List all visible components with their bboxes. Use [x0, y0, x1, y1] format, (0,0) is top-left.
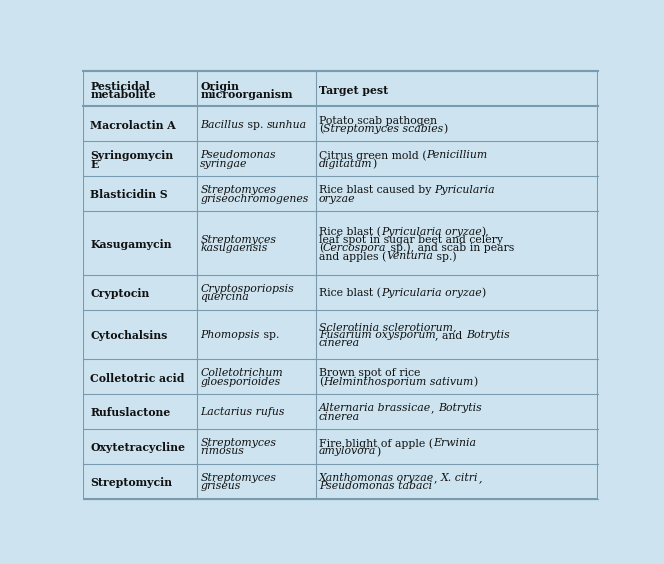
Text: Streptomycin: Streptomycin	[90, 477, 172, 488]
Text: sp.: sp.	[260, 331, 279, 340]
Text: Brown spot of rice: Brown spot of rice	[319, 368, 420, 378]
Text: Syringomycin: Syringomycin	[90, 151, 173, 161]
Text: ): )	[481, 288, 485, 298]
Text: X. citri: X. citri	[441, 473, 478, 483]
Text: rimosus: rimosus	[201, 447, 244, 456]
Text: Streptomyces: Streptomyces	[201, 438, 276, 448]
Text: Sclerotinia sclerotiorum,: Sclerotinia sclerotiorum,	[319, 322, 456, 332]
Text: Blasticidin S: Blasticidin S	[90, 190, 168, 200]
Text: Rice blast (: Rice blast (	[319, 227, 380, 237]
Text: sunhua: sunhua	[267, 120, 307, 130]
Text: Rufuslactone: Rufuslactone	[90, 407, 171, 418]
Text: ,: ,	[478, 473, 482, 483]
Text: griseus: griseus	[201, 482, 241, 491]
Text: Cytochalsins: Cytochalsins	[90, 331, 167, 341]
Text: quercina: quercina	[201, 292, 249, 302]
Text: ,: ,	[434, 473, 441, 483]
Text: ): )	[473, 377, 477, 387]
Text: syringae: syringae	[201, 158, 248, 169]
Text: oryzae: oryzae	[319, 193, 355, 204]
Text: Erwinia: Erwinia	[433, 438, 476, 448]
Text: Phomopsis: Phomopsis	[201, 331, 260, 340]
Text: Lactarius rufus: Lactarius rufus	[201, 407, 285, 417]
Text: gloesporioides: gloesporioides	[201, 377, 281, 386]
Text: ): )	[444, 124, 448, 134]
Text: Penicillium: Penicillium	[426, 151, 487, 161]
Text: Streptomyces: Streptomyces	[201, 186, 276, 196]
Text: Pesticidal: Pesticidal	[90, 81, 150, 91]
Text: sp.: sp.	[244, 120, 267, 130]
Text: amylovora: amylovora	[319, 447, 376, 456]
Text: Botrytis: Botrytis	[466, 331, 510, 340]
Text: Colletotrichum: Colletotrichum	[201, 368, 283, 378]
Text: (: (	[319, 243, 323, 253]
Text: , and: , and	[436, 331, 466, 340]
Text: sp.), and scab in pears: sp.), and scab in pears	[386, 243, 514, 253]
Text: Fire blight of apple (: Fire blight of apple (	[319, 438, 433, 449]
Text: Alternaria brassicae: Alternaria brassicae	[319, 403, 431, 413]
Text: Helminthosporium sativum: Helminthosporium sativum	[323, 377, 473, 386]
Text: Cercospora: Cercospora	[323, 243, 386, 253]
Text: ),: ),	[481, 227, 489, 237]
Text: digitatum: digitatum	[319, 158, 373, 169]
Text: sp.): sp.)	[433, 251, 457, 262]
Text: Colletotric acid: Colletotric acid	[90, 372, 185, 384]
Text: ): )	[373, 158, 376, 169]
Text: kasugaensis: kasugaensis	[201, 243, 268, 253]
Text: and apples (: and apples (	[319, 251, 386, 262]
Text: ): )	[376, 447, 380, 457]
Text: leaf spot in sugar beet and celery: leaf spot in sugar beet and celery	[319, 235, 503, 245]
Text: metabolite: metabolite	[90, 89, 156, 100]
Text: Bacillus: Bacillus	[201, 120, 244, 130]
Text: Potato scab pathogen: Potato scab pathogen	[319, 116, 437, 126]
Text: Cryptocin: Cryptocin	[90, 288, 149, 299]
Text: Rice blast (: Rice blast (	[319, 288, 380, 298]
Text: Botrytis: Botrytis	[438, 403, 481, 413]
Text: (: (	[319, 124, 323, 134]
Text: Streptomyces scabies: Streptomyces scabies	[323, 124, 444, 134]
Text: Pyricularia oryzae: Pyricularia oryzae	[380, 288, 481, 298]
Text: cinerea: cinerea	[319, 412, 360, 421]
Text: Rice blast caused by: Rice blast caused by	[319, 186, 434, 196]
Text: Streptomyces: Streptomyces	[201, 235, 276, 245]
Text: Xanthomonas oryzae: Xanthomonas oryzae	[319, 473, 434, 483]
Text: Streptomyces: Streptomyces	[201, 473, 276, 483]
Text: Pseudomonas tabaci: Pseudomonas tabaci	[319, 482, 432, 491]
Text: Cryptosporiopsis: Cryptosporiopsis	[201, 284, 294, 294]
Text: griseochromogenes: griseochromogenes	[201, 193, 309, 204]
Text: Pyricularia: Pyricularia	[434, 186, 495, 196]
Text: Macrolactin A: Macrolactin A	[90, 120, 176, 130]
Text: Pyricularia oryzae: Pyricularia oryzae	[380, 227, 481, 237]
Text: Oxytetracycline: Oxytetracycline	[90, 442, 185, 453]
Text: Target pest: Target pest	[319, 85, 388, 95]
Text: ,: ,	[431, 403, 438, 413]
Text: (: (	[319, 377, 323, 387]
Text: Origin: Origin	[201, 81, 239, 91]
Text: Pseudomonas: Pseudomonas	[201, 151, 276, 161]
Text: microorganism: microorganism	[201, 89, 293, 100]
Text: Venturia: Venturia	[386, 251, 433, 261]
Text: cinerea: cinerea	[319, 338, 360, 349]
Text: Kasugamycin: Kasugamycin	[90, 239, 172, 250]
Text: E: E	[90, 158, 98, 170]
Text: Fusarium oxysporum: Fusarium oxysporum	[319, 331, 436, 340]
Text: Citrus green mold (: Citrus green mold (	[319, 151, 426, 161]
